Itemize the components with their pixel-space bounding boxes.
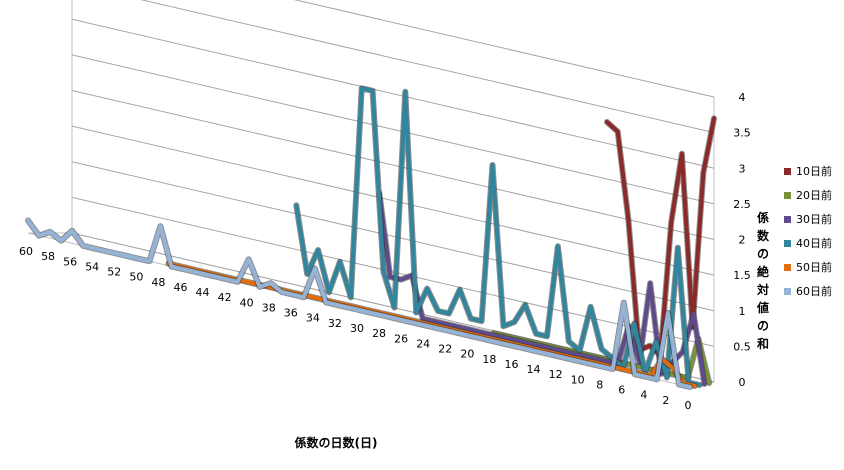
gridline <box>71 161 715 312</box>
y-axis-ticks: 0 0.5 1 1.5 2 2.5 3 3.5 4 <box>733 91 751 389</box>
x-tick-label: 50 <box>129 271 143 284</box>
gridline <box>71 125 715 276</box>
x-tick-label: 36 <box>284 307 298 320</box>
x-tick-label: 16 <box>504 358 518 371</box>
x-tick-label: 60 <box>19 245 33 258</box>
y-tick-label: 3 <box>739 162 746 175</box>
x-tick-label: 14 <box>527 363 541 376</box>
gridline <box>293 0 715 98</box>
series-line <box>294 86 702 387</box>
chart-walls <box>27 0 715 388</box>
y-axis-title-char: 係 <box>757 210 769 225</box>
legend-swatch <box>784 192 791 199</box>
legend-swatch <box>784 240 791 247</box>
x-tick-label: 42 <box>218 291 232 304</box>
legend-swatch <box>784 288 791 295</box>
y-tick-label: 2 <box>739 234 746 247</box>
series-line <box>26 218 692 389</box>
legend-entry: 40日前 <box>796 236 832 250</box>
x-axis-title: 係数の日数(日) <box>295 435 378 450</box>
gridline <box>71 196 715 347</box>
gridline <box>71 54 715 205</box>
legend-swatch <box>784 168 791 175</box>
y-axis-title-char: 数 <box>757 228 770 243</box>
y-tick-label: 4 <box>739 91 746 104</box>
x-tick-label: 26 <box>394 332 408 345</box>
series-4 <box>293 85 703 388</box>
x-tick-label: 2 <box>662 394 669 407</box>
x-tick-label: 32 <box>328 317 342 330</box>
y-axis-title-char: 絶 <box>757 264 769 279</box>
x-tick-label: 6 <box>618 384 625 397</box>
legend-entry: 30日前 <box>796 212 832 226</box>
x-tick-label: 20 <box>460 348 474 361</box>
y-axis-title-char: 値 <box>756 300 769 315</box>
x-tick-label: 24 <box>416 337 430 350</box>
x-tick-label: 18 <box>482 353 496 366</box>
gridline <box>140 0 715 134</box>
y-tick-label: 1.5 <box>733 269 751 282</box>
legend-swatch <box>784 264 791 271</box>
x-tick-label: 4 <box>640 389 647 402</box>
x-tick-label: 8 <box>596 378 603 391</box>
x-tick-label: 54 <box>85 260 99 273</box>
x-tick-label: 28 <box>372 327 386 340</box>
y-tick-label: 2.5 <box>733 198 751 211</box>
y-axis-title-char: 対 <box>756 282 769 297</box>
series-6 <box>25 217 693 390</box>
x-tick-label: 10 <box>571 373 585 386</box>
y-tick-label: 0 <box>739 376 746 389</box>
y-axis-title-char: の <box>757 247 769 261</box>
x-tick-label: 12 <box>549 368 563 381</box>
legend: 10日前 20日前 30日前 40日前 50日前 60日前 <box>784 164 832 298</box>
x-tick-label: 44 <box>196 286 210 299</box>
x-tick-label: 30 <box>350 322 364 335</box>
series-3 <box>376 190 708 387</box>
legend-entry: 20日前 <box>796 188 832 202</box>
x-tick-label: 58 <box>41 250 55 263</box>
y-tick-label: 1 <box>739 305 746 318</box>
legend-entry: 60日前 <box>796 284 832 298</box>
x-tick-label: 46 <box>173 281 187 294</box>
legend-swatch <box>784 216 791 223</box>
series-line <box>377 191 707 386</box>
y-axis-title-char: 和 <box>756 336 769 351</box>
x-tick-label: 56 <box>63 255 77 268</box>
gridline <box>71 18 715 169</box>
legend-entry: 10日前 <box>796 164 832 178</box>
x-tick-label: 22 <box>438 343 452 356</box>
series-layer <box>25 85 717 390</box>
x-tick-label: 0 <box>685 399 692 412</box>
x-tick-label: 38 <box>262 301 276 314</box>
x-tick-label: 52 <box>107 266 121 279</box>
gridlines <box>71 0 715 383</box>
x-tick-label: 40 <box>240 296 254 309</box>
x-tick-label: 34 <box>306 312 320 325</box>
gridline <box>71 90 715 240</box>
y-axis-title-char: の <box>757 319 769 333</box>
x-tick-label: 48 <box>151 276 165 289</box>
x-axis-ticks: 60 58 56 54 52 50 48 46 44 42 40 38 36 34 32 30 28 26 24 22… <box>19 245 692 412</box>
y-tick-label: 3.5 <box>733 127 751 140</box>
legend-entry: 50日前 <box>796 260 832 274</box>
y-tick-label: 0.5 <box>733 340 751 353</box>
